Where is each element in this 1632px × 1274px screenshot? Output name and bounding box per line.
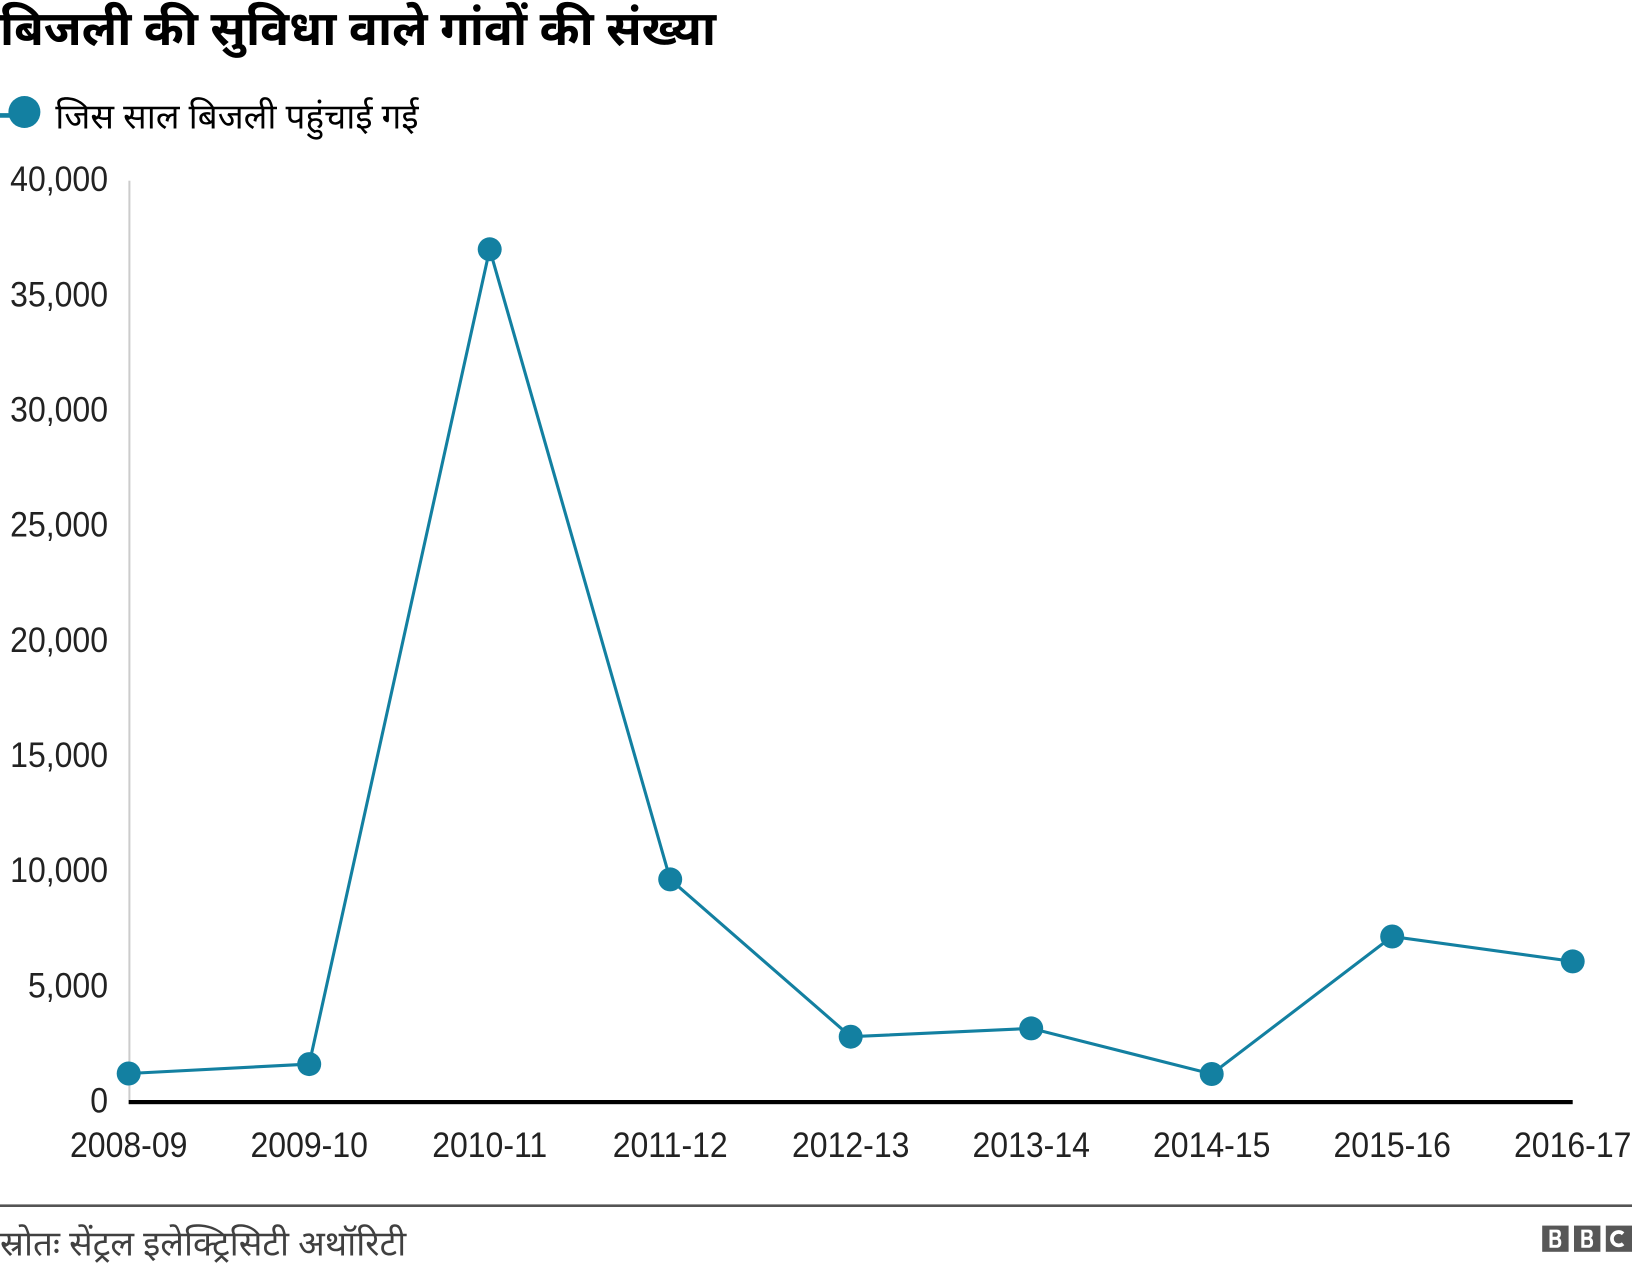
svg-text:2014-15: 2014-15 [1153,1127,1270,1166]
svg-text:5,000: 5,000 [28,967,108,1006]
svg-text:0: 0 [90,1082,108,1121]
svg-text:2016-17: 2016-17 [1514,1127,1631,1166]
svg-text:15,000: 15,000 [10,737,108,776]
svg-text:2008-09: 2008-09 [70,1127,187,1166]
svg-text:30,000: 30,000 [10,391,108,430]
svg-text:40,000: 40,000 [10,161,108,200]
svg-text:2009-10: 2009-10 [251,1127,368,1166]
svg-text:2013-14: 2013-14 [973,1127,1090,1166]
svg-text:2012-13: 2012-13 [792,1127,909,1166]
svg-text:35,000: 35,000 [10,276,108,315]
svg-text:25,000: 25,000 [10,506,108,545]
svg-text:2010-11: 2010-11 [432,1127,547,1166]
svg-text:20,000: 20,000 [10,622,108,661]
svg-text:10,000: 10,000 [10,852,108,891]
svg-text:2015-16: 2015-16 [1334,1127,1451,1166]
svg-text:2011-12: 2011-12 [613,1127,728,1166]
